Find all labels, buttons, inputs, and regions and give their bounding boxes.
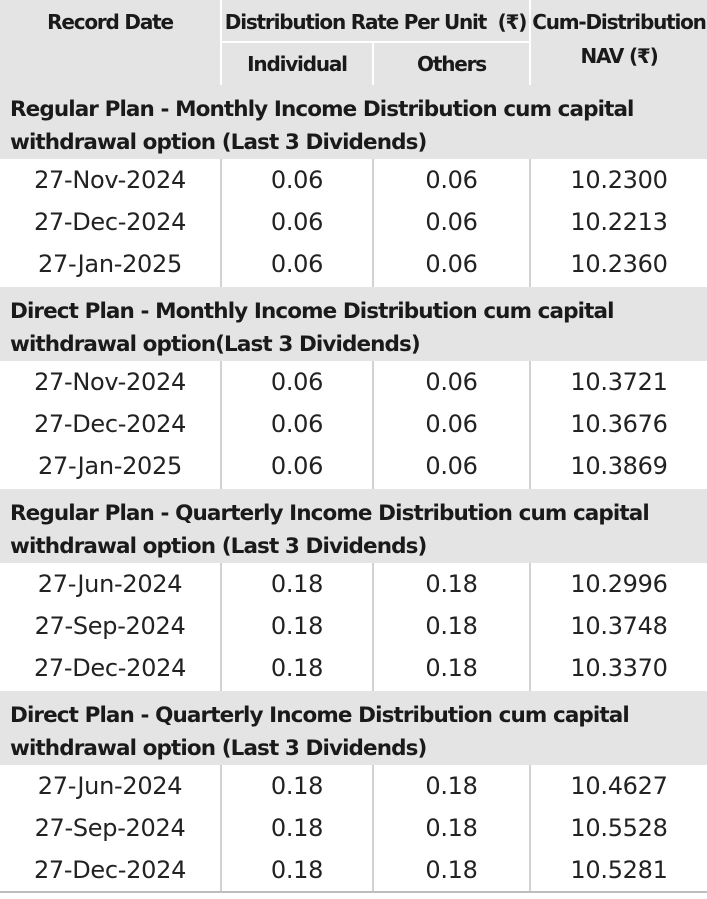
- others-rate-cell: 0.06: [425, 250, 478, 278]
- section-title: Regular Plan - Monthly Income Distributi…: [0, 85, 707, 159]
- individual-rate-cell: 0.18: [270, 814, 324, 842]
- individual-rate-cell: 0.06: [270, 250, 324, 278]
- record-date-cell: 27-Dec-2024: [33, 654, 187, 682]
- table-row: 27-Dec-2024 0.18 0.18 10.5281: [0, 849, 707, 891]
- table-row: 27-Dec-2024 0.06 0.06 10.2213: [0, 201, 707, 243]
- nav-cell: 10.3676: [570, 410, 668, 438]
- table-row: 27-Nov-2024 0.06 0.06 10.2300: [0, 159, 707, 201]
- individual-rate-cell: 0.18: [270, 772, 324, 800]
- others-rate-cell: 0.06: [425, 166, 478, 194]
- record-date-cell: 27-Jun-2024: [37, 570, 183, 598]
- column-divider: [372, 361, 374, 489]
- table-row: 27-Dec-2024 0.06 0.06 10.3676: [0, 403, 707, 445]
- header-nav-line1: Cum-Distribution: [532, 10, 707, 34]
- nav-cell: 10.4627: [570, 772, 668, 800]
- plan-section: Direct Plan - Quarterly Income Distribut…: [0, 691, 707, 893]
- others-rate-cell: 0.06: [425, 208, 478, 236]
- record-date-cell: 27-Dec-2024: [33, 410, 187, 438]
- header-nav-line2: NAV (₹): [580, 44, 658, 68]
- plan-section: Direct Plan - Monthly Income Distributio…: [0, 287, 707, 489]
- individual-rate-cell: 0.18: [270, 612, 324, 640]
- section-rows: 27-Jun-2024 0.18 0.18 10.2996 27-Sep-202…: [0, 563, 707, 691]
- record-date-cell: 27-Dec-2024: [33, 856, 187, 884]
- individual-rate-cell: 0.06: [270, 410, 324, 438]
- table-row: 27-Nov-2024 0.06 0.06 10.3721: [0, 361, 707, 403]
- section-title: Regular Plan - Quarterly Income Distribu…: [0, 489, 707, 563]
- others-rate-cell: 0.18: [425, 814, 478, 842]
- header-individual: Individual: [247, 52, 348, 76]
- record-date-cell: 27-Sep-2024: [34, 612, 186, 640]
- nav-cell: 10.3721: [570, 368, 668, 396]
- table-row: 27-Dec-2024 0.18 0.18 10.3370: [0, 647, 707, 689]
- nav-cell: 10.2213: [570, 208, 668, 236]
- header-record-date: Record Date: [47, 10, 174, 34]
- individual-rate-cell: 0.18: [270, 570, 324, 598]
- table-bottom-border: [0, 891, 707, 893]
- nav-cell: 10.5281: [570, 856, 668, 884]
- others-rate-cell: 0.06: [425, 368, 478, 396]
- table-row: 27-Jan-2025 0.06 0.06 10.3869: [0, 445, 707, 487]
- column-divider: [529, 563, 531, 691]
- others-rate-cell: 0.06: [425, 410, 478, 438]
- nav-cell: 10.3869: [570, 452, 668, 480]
- column-divider: [372, 159, 374, 287]
- section-title: Direct Plan - Monthly Income Distributio…: [0, 287, 707, 361]
- column-divider: [220, 765, 222, 893]
- nav-cell: 10.2300: [570, 166, 668, 194]
- individual-rate-cell: 0.06: [270, 208, 324, 236]
- column-divider: [220, 361, 222, 489]
- individual-rate-cell: 0.18: [270, 856, 324, 884]
- plan-section: Regular Plan - Monthly Income Distributi…: [0, 85, 707, 287]
- plan-section: Regular Plan - Quarterly Income Distribu…: [0, 489, 707, 691]
- nav-cell: 10.3370: [570, 654, 668, 682]
- others-rate-cell: 0.18: [425, 856, 478, 884]
- header-divider: [220, 0, 222, 85]
- section-rows: 27-Jun-2024 0.18 0.18 10.4627 27-Sep-202…: [0, 765, 707, 893]
- header-others: Others: [417, 52, 487, 76]
- column-divider: [529, 361, 531, 489]
- record-date-cell: 27-Nov-2024: [34, 368, 186, 396]
- table-row: 27-Sep-2024 0.18 0.18 10.5528: [0, 807, 707, 849]
- header-distribution-rate: Distribution Rate Per Unit (₹): [224, 10, 528, 34]
- record-date-cell: 27-Dec-2024: [33, 208, 187, 236]
- section-rows: 27-Nov-2024 0.06 0.06 10.2300 27-Dec-202…: [0, 159, 707, 287]
- others-rate-cell: 0.18: [425, 654, 478, 682]
- others-rate-cell: 0.18: [425, 570, 478, 598]
- nav-cell: 10.2360: [570, 250, 668, 278]
- individual-rate-cell: 0.06: [270, 166, 324, 194]
- record-date-cell: 27-Jun-2024: [37, 772, 183, 800]
- individual-rate-cell: 0.06: [270, 452, 324, 480]
- record-date-cell: 27-Nov-2024: [34, 166, 186, 194]
- column-divider: [372, 563, 374, 691]
- others-rate-cell: 0.18: [425, 772, 478, 800]
- individual-rate-cell: 0.18: [270, 654, 324, 682]
- section-rows: 27-Nov-2024 0.06 0.06 10.3721 27-Dec-202…: [0, 361, 707, 489]
- column-divider: [220, 563, 222, 691]
- header-divider: [222, 41, 529, 43]
- column-divider: [372, 765, 374, 893]
- table-row: 27-Jun-2024 0.18 0.18 10.4627: [0, 765, 707, 807]
- nav-cell: 10.2996: [570, 570, 668, 598]
- header-divider: [372, 42, 374, 85]
- column-divider: [529, 159, 531, 287]
- individual-rate-cell: 0.06: [270, 368, 324, 396]
- column-divider: [529, 765, 531, 893]
- nav-cell: 10.3748: [570, 612, 668, 640]
- table-header: Record Date Distribution Rate Per Unit (…: [0, 0, 707, 85]
- nav-cell: 10.5528: [570, 814, 668, 842]
- record-date-cell: 27-Jan-2025: [38, 250, 182, 278]
- table-row: 27-Jan-2025 0.06 0.06 10.2360: [0, 243, 707, 285]
- record-date-cell: 27-Sep-2024: [34, 814, 186, 842]
- table-row: 27-Sep-2024 0.18 0.18 10.3748: [0, 605, 707, 647]
- table-row: 27-Jun-2024 0.18 0.18 10.2996: [0, 563, 707, 605]
- record-date-cell: 27-Jan-2025: [38, 452, 182, 480]
- others-rate-cell: 0.06: [425, 452, 478, 480]
- header-divider: [529, 0, 531, 85]
- others-rate-cell: 0.18: [425, 612, 478, 640]
- column-divider: [220, 159, 222, 287]
- section-title: Direct Plan - Quarterly Income Distribut…: [0, 691, 707, 765]
